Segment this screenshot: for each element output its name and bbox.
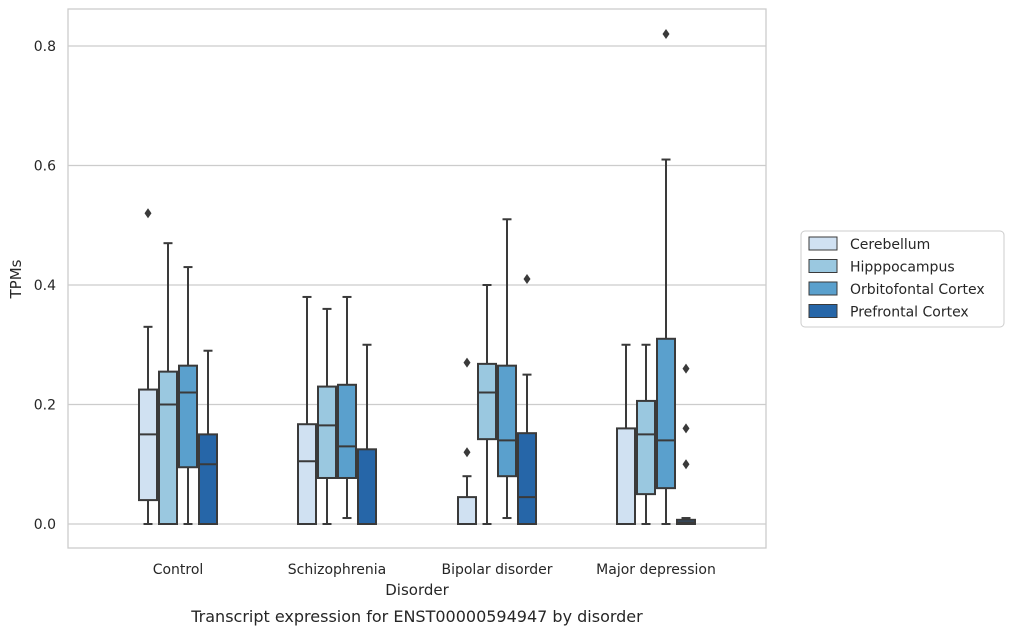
box-group: [457, 218, 537, 525]
box-body: [616, 427, 636, 525]
box: [656, 29, 676, 525]
box: [517, 274, 537, 525]
box: [297, 295, 317, 525]
outlier-point: [463, 447, 471, 458]
x-tick-label: Bipolar disorder: [441, 562, 552, 578]
box-body: [337, 383, 357, 479]
box: [138, 208, 158, 525]
box: [337, 295, 357, 520]
box-body: [517, 432, 537, 525]
box: [178, 266, 198, 525]
y-tick-label: 0.6: [34, 159, 56, 175]
legend-label: Orbitofontal Cortex: [850, 282, 985, 298]
box-groups: [138, 29, 696, 526]
box-group: [138, 208, 218, 526]
outlier-point: [523, 274, 531, 285]
y-tick-label: 0.8: [34, 39, 56, 55]
box-body: [317, 385, 337, 479]
legend-frame: [800, 230, 1005, 328]
x-tick-label: Control: [153, 562, 204, 578]
legend-swatch: [808, 304, 838, 318]
box-group: [616, 29, 696, 526]
x-axis-label: Disorder: [385, 581, 449, 599]
box-body: [198, 433, 218, 525]
box: [198, 349, 218, 525]
box-body: [497, 364, 517, 478]
outlier-point: [682, 459, 690, 470]
y-axis-label: TPMs: [7, 259, 25, 299]
x-tick-label: Schizophrenia: [288, 562, 386, 578]
box-body: [477, 362, 497, 441]
y-tick-label: 0.0: [34, 517, 56, 533]
box-body: [178, 364, 198, 469]
outlier-point: [463, 357, 471, 368]
box: [676, 363, 696, 526]
box-body: [457, 496, 477, 525]
box: [357, 343, 377, 525]
box-body: [138, 388, 158, 502]
box: [477, 284, 497, 525]
legend-item: Prefrontal Cortex: [808, 304, 969, 321]
legend-swatch: [808, 259, 838, 273]
outlier-point: [144, 208, 152, 219]
figure-caption: Transcript expression for ENST0000059494…: [190, 607, 643, 626]
legend: Cerebellum Hipppocampus Orbitofontal Corte…: [800, 230, 1005, 328]
box: [616, 343, 636, 525]
outlier-point: [662, 29, 670, 40]
legend-item: Cerebellum: [808, 236, 930, 253]
outlier-point: [682, 363, 690, 374]
y-axis-ticks: 0.0 0.2 0.4 0.6 0.8: [34, 39, 56, 533]
plot-area-frame: [67, 8, 767, 549]
legend-label: Cerebellum: [850, 237, 930, 253]
box-body: [656, 337, 676, 490]
box-body: [158, 370, 178, 526]
box: [457, 357, 477, 525]
y-tick-label: 0.4: [34, 278, 56, 294]
outlier-point: [682, 423, 690, 434]
legend-item: Orbitofontal Cortex: [808, 281, 985, 298]
box: [497, 218, 517, 520]
legend-item: Hipppocampus: [808, 259, 955, 276]
legend-label: Prefrontal Cortex: [850, 305, 969, 321]
box: [636, 343, 656, 525]
box-body: [636, 399, 656, 496]
x-axis-ticks: Control Schizophrenia Bipolar disorder Majo…: [153, 562, 716, 578]
box-group: [297, 295, 377, 525]
legend-label: Hipppocampus: [850, 260, 955, 276]
y-tick-label: 0.2: [34, 398, 56, 414]
box-body: [357, 448, 377, 525]
box-body: [297, 423, 317, 525]
box: [158, 242, 178, 526]
box: [317, 307, 337, 525]
x-tick-label: Major depression: [596, 562, 716, 578]
legend-swatch: [808, 281, 838, 296]
legend-swatch: [808, 236, 838, 251]
